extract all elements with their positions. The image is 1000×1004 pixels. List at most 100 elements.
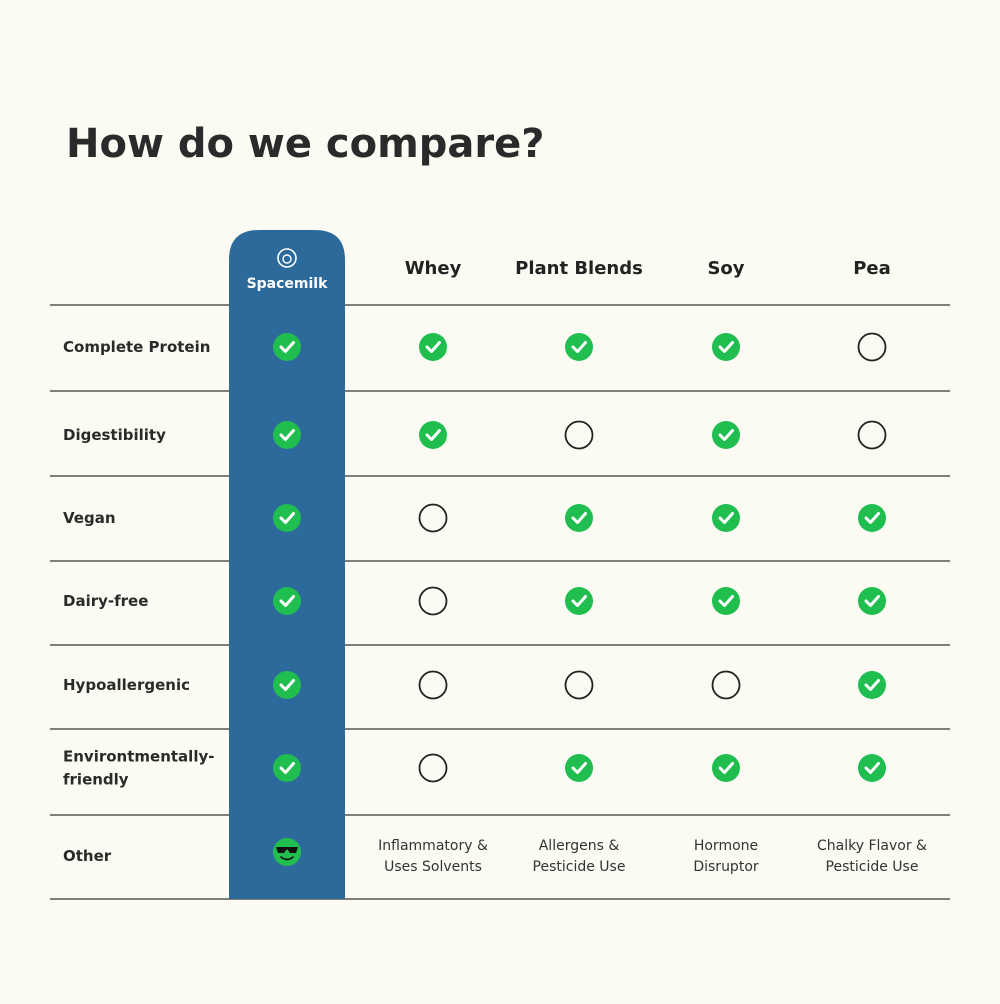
note-text: Chalky Flavor & xyxy=(817,838,927,854)
check-tick xyxy=(279,679,295,691)
brand-logo: Spacemilk xyxy=(247,248,329,292)
note-text: Disruptor xyxy=(693,859,759,875)
check-tick xyxy=(864,679,880,691)
check-mark xyxy=(858,504,886,532)
check-mark xyxy=(273,333,301,361)
column-header: Plant Blends xyxy=(515,258,643,279)
check-mark xyxy=(858,671,886,699)
check-circle xyxy=(858,504,886,532)
check-circle xyxy=(858,671,886,699)
empty-circle xyxy=(418,670,448,700)
empty-circle xyxy=(564,670,594,700)
row-label: friendly xyxy=(63,771,129,789)
check-tick xyxy=(718,429,734,441)
check-circle xyxy=(273,421,301,449)
empty-circle xyxy=(418,586,448,616)
check-circle xyxy=(273,504,301,532)
empty-circle xyxy=(418,753,448,783)
check-circle xyxy=(712,333,740,361)
check-circle xyxy=(419,333,447,361)
column-header: Pea xyxy=(853,258,891,279)
check-mark xyxy=(273,587,301,615)
check-tick xyxy=(279,595,295,607)
column-header: Soy xyxy=(707,258,744,279)
check-mark xyxy=(565,504,593,532)
check-mark xyxy=(858,754,886,782)
check-circle xyxy=(419,421,447,449)
check-mark xyxy=(273,421,301,449)
check-circle xyxy=(273,671,301,699)
note-text: Hormone xyxy=(694,838,758,854)
check-tick xyxy=(571,341,587,353)
row-label: Hypoallergenic xyxy=(63,676,190,694)
check-tick xyxy=(864,595,880,607)
check-tick xyxy=(279,512,295,524)
note-text: Inflammatory & xyxy=(378,838,488,854)
check-mark xyxy=(565,587,593,615)
empty-circle xyxy=(418,503,448,533)
check-mark xyxy=(419,333,447,361)
check-circle xyxy=(273,754,301,782)
check-tick xyxy=(718,595,734,607)
check-tick xyxy=(864,512,880,524)
check-tick xyxy=(425,341,441,353)
check-circle xyxy=(712,421,740,449)
check-mark xyxy=(712,421,740,449)
check-mark xyxy=(273,504,301,532)
smiley-mouth xyxy=(280,856,294,861)
check-circle xyxy=(712,587,740,615)
check-circle xyxy=(858,587,886,615)
check-circle xyxy=(565,504,593,532)
check-mark xyxy=(712,504,740,532)
row-label: Vegan xyxy=(63,509,116,527)
check-tick xyxy=(571,762,587,774)
check-circle xyxy=(565,587,593,615)
row-label: Environtmentally- xyxy=(63,748,214,766)
check-mark xyxy=(273,754,301,782)
check-tick xyxy=(279,762,295,774)
smiley-icon xyxy=(273,838,301,866)
check-tick xyxy=(864,762,880,774)
check-circle xyxy=(712,504,740,532)
row-label: Complete Protein xyxy=(63,338,210,356)
check-mark xyxy=(712,333,740,361)
smiley-face xyxy=(273,838,301,866)
check-tick xyxy=(571,595,587,607)
note-text: Pesticide Use xyxy=(826,859,919,875)
check-tick xyxy=(279,429,295,441)
brand-name: Spacemilk xyxy=(247,276,329,292)
check-tick xyxy=(718,512,734,524)
check-circle xyxy=(858,754,886,782)
check-circle xyxy=(273,333,301,361)
logo-icon xyxy=(277,248,297,268)
check-tick xyxy=(718,762,734,774)
check-mark xyxy=(565,754,593,782)
empty-circle xyxy=(857,332,887,362)
check-mark xyxy=(712,754,740,782)
page-title: How do we compare? xyxy=(66,121,544,167)
row-label: Other xyxy=(63,847,112,865)
note-text: Uses Solvents xyxy=(384,859,482,875)
check-mark xyxy=(419,421,447,449)
smiley-glasses xyxy=(276,847,298,853)
column-header: Whey xyxy=(405,258,462,279)
row-label: Digestibility xyxy=(63,426,166,444)
check-tick xyxy=(425,429,441,441)
check-tick xyxy=(571,512,587,524)
empty-circle xyxy=(711,670,741,700)
check-circle xyxy=(273,587,301,615)
empty-circle xyxy=(857,420,887,450)
check-tick xyxy=(718,341,734,353)
check-mark xyxy=(273,671,301,699)
note-text: Allergens & xyxy=(539,838,620,854)
check-mark xyxy=(858,587,886,615)
note-text: Pesticide Use xyxy=(533,859,626,875)
check-tick xyxy=(279,341,295,353)
empty-circle xyxy=(564,420,594,450)
check-circle xyxy=(565,754,593,782)
highlight-column xyxy=(229,230,345,899)
check-circle xyxy=(712,754,740,782)
logo-icon-face xyxy=(282,254,292,264)
check-mark xyxy=(565,333,593,361)
